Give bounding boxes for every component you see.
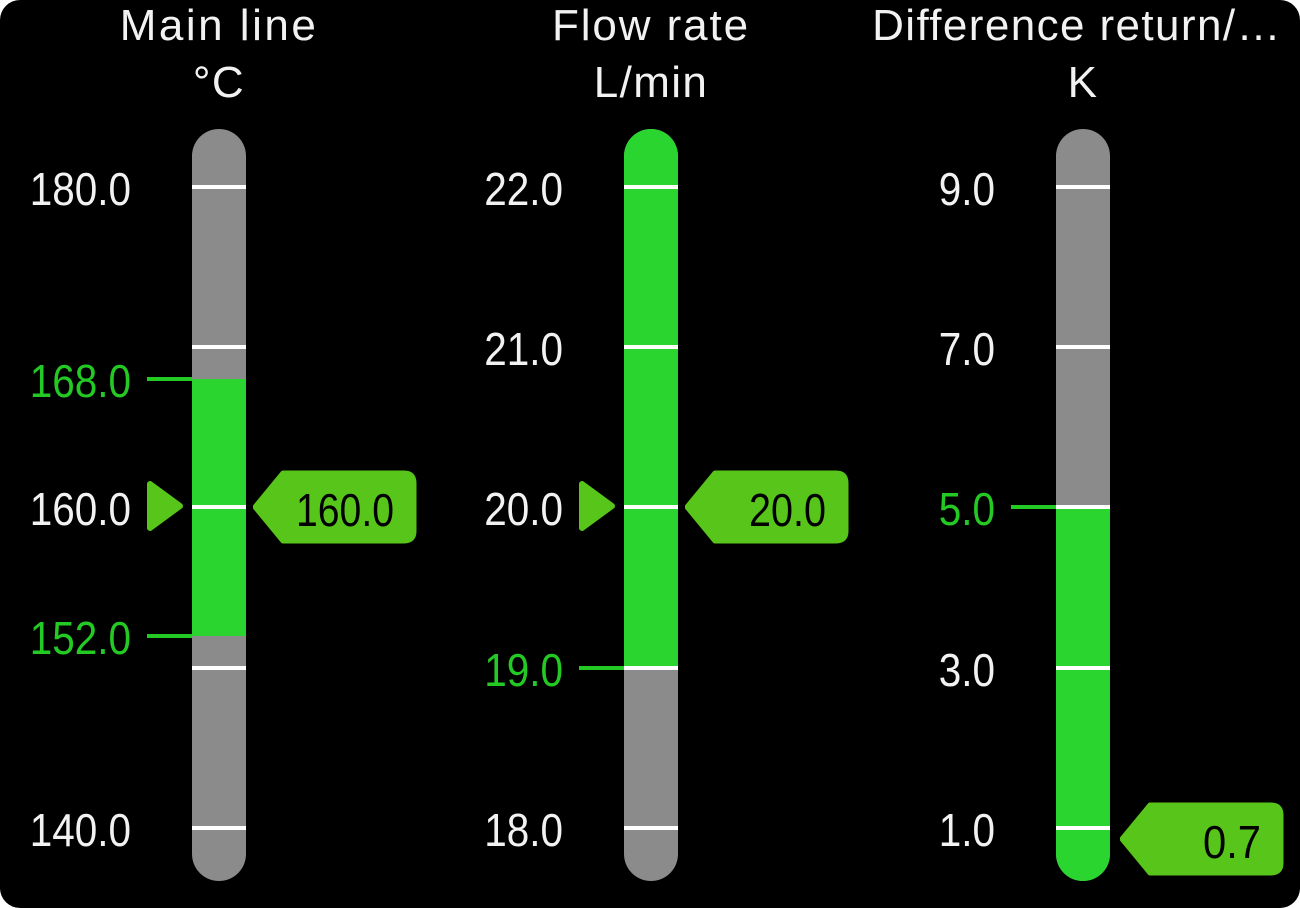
svg-text:20.0: 20.0 [749, 484, 826, 536]
svg-text:0.7: 0.7 [1203, 816, 1261, 868]
svg-text:160.0: 160.0 [296, 484, 394, 536]
